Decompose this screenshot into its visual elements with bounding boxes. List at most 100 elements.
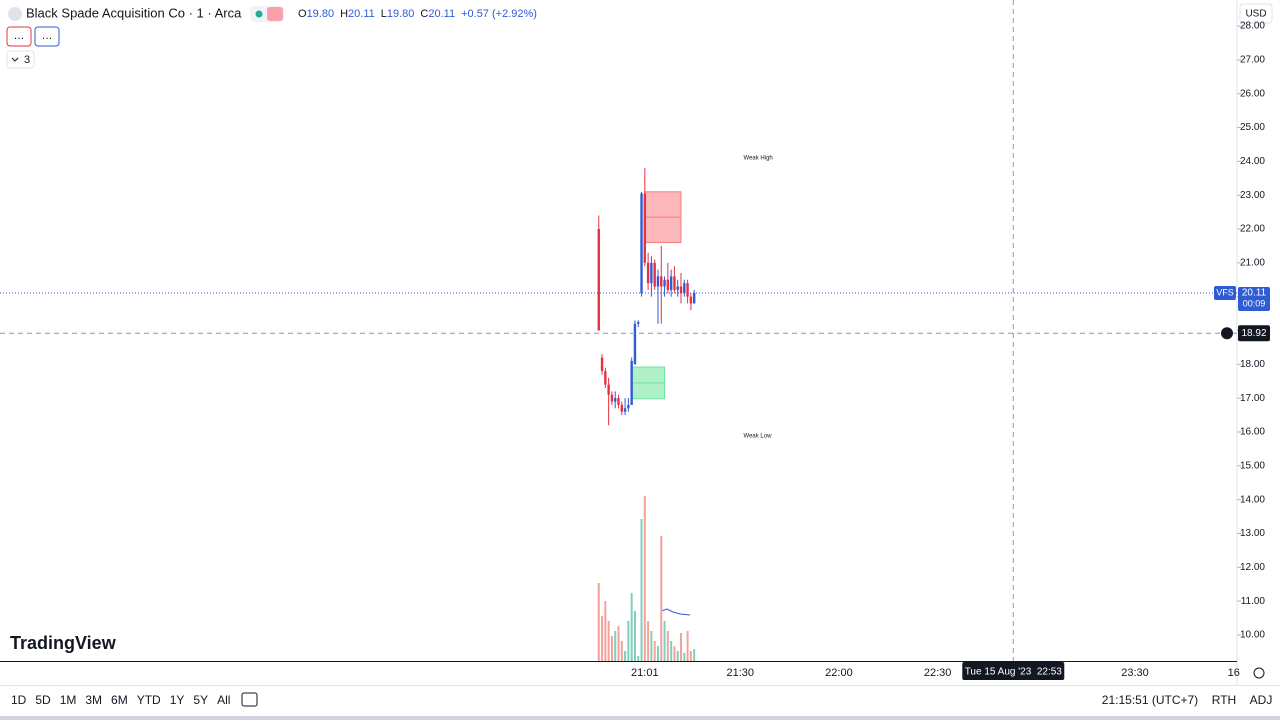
y-tick-label: 12.00	[1240, 562, 1265, 573]
annotation: Weak Low	[744, 434, 773, 440]
adjust-toggle[interactable]: ADJ	[1250, 693, 1273, 707]
volume-bar	[640, 519, 643, 661]
volume-bar	[673, 646, 676, 661]
currency: USD	[1245, 9, 1266, 20]
x-tick-label: 22:30	[924, 667, 952, 679]
volume-bar	[653, 641, 656, 661]
volume-bar	[604, 601, 607, 661]
volume-bar	[656, 646, 659, 661]
volume-bar	[670, 641, 673, 661]
collapse-indicators[interactable]	[6, 50, 35, 69]
volume-bar	[627, 621, 630, 661]
y-tick-label: 25.00	[1240, 122, 1265, 133]
volume-bar	[597, 583, 600, 661]
y-tick-label: 15.00	[1240, 460, 1265, 471]
range-button[interactable]: All	[217, 693, 230, 707]
volume-bar	[624, 651, 627, 661]
ohlc-value: 19.80	[307, 8, 335, 20]
currency-button[interactable]	[1239, 3, 1273, 24]
candle-body	[660, 276, 663, 287]
candle-body	[679, 286, 683, 294]
indicator-count: 3	[24, 54, 30, 66]
candle-body	[610, 394, 614, 402]
date-range-button[interactable]	[241, 692, 258, 707]
range-button[interactable]: 1D	[11, 693, 27, 707]
candle-body	[637, 322, 640, 324]
market-open-dot	[255, 10, 263, 18]
y-tick-label: 24.00	[1240, 156, 1265, 167]
volume-bar	[663, 621, 666, 661]
crosshair-time: Tue 15 Aug '23 22:53	[965, 667, 1063, 678]
symbol-title: Black Spade Acquisition Co · 1 · Arca	[26, 5, 242, 20]
volume-bar	[617, 626, 620, 661]
y-tick-label: 14.00	[1240, 494, 1265, 505]
range-button[interactable]: YTD	[137, 693, 161, 707]
candle-body	[663, 279, 666, 287]
candle-body	[627, 404, 630, 409]
settings-button[interactable]	[1253, 667, 1265, 679]
y-tick-label: 18.00	[1240, 359, 1265, 370]
candle-body	[640, 193, 643, 294]
y-tick-label: 13.00	[1240, 528, 1265, 539]
candle-body	[597, 229, 600, 331]
annotation: Weak High	[744, 156, 773, 162]
candle-body	[692, 292, 696, 304]
volume-bar	[660, 536, 663, 661]
volume-bar	[680, 633, 683, 661]
volume-bar	[676, 651, 679, 661]
range-button[interactable]: 5Y	[193, 693, 208, 707]
range-button[interactable]: 1M	[60, 693, 77, 707]
candle-body	[689, 296, 693, 304]
ohlc-value: 20.11	[348, 8, 375, 20]
volume-bar	[647, 621, 650, 661]
candle-body	[633, 323, 637, 365]
candle-body	[646, 262, 650, 284]
y-tick-label: 23.00	[1240, 190, 1265, 201]
candle-body	[604, 371, 607, 385]
indicator-button-label: …	[14, 30, 25, 42]
candle-body	[669, 276, 673, 290]
volume-bar	[620, 641, 623, 661]
candle-body	[620, 404, 623, 412]
ohlc-key: O	[298, 8, 307, 20]
last-price-tag	[1238, 286, 1270, 311]
indicator-button-label: …	[42, 30, 53, 42]
add-alert-button[interactable]	[1221, 327, 1233, 340]
y-tick-label: 26.00	[1240, 88, 1265, 99]
indicator-button[interactable]	[34, 26, 60, 47]
range-button[interactable]: 1Y	[170, 693, 185, 707]
session-toggle[interactable]: RTH	[1212, 693, 1236, 707]
volume-bar	[630, 593, 633, 661]
x-tick-label: 21:01	[631, 667, 659, 679]
bottom-strip	[0, 716, 1280, 720]
range-button[interactable]: 5D	[35, 693, 51, 707]
volume-bar	[643, 496, 646, 661]
range-button[interactable]: 6M	[111, 693, 128, 707]
range-button[interactable]: 3M	[85, 693, 102, 707]
clock: 21:15:51 (UTC+7)	[1102, 693, 1198, 707]
candle-body	[676, 286, 679, 290]
indicator-button[interactable]	[6, 26, 32, 47]
crosshair-price: 18.92	[1241, 328, 1266, 339]
volume-bar	[686, 631, 689, 661]
chevron	[11, 57, 19, 62]
x-tick-label: 16	[1228, 667, 1240, 679]
y-tick-label: 16.00	[1240, 427, 1265, 438]
volume-bar	[693, 649, 696, 661]
y-tick-label: 11.00	[1241, 596, 1266, 607]
candle-body	[630, 360, 633, 405]
volume-ma	[660, 608, 691, 616]
candle-body	[686, 283, 689, 297]
ohlc-legend: O19.80 H20.11 L19.80 C20.11 +0.57 (+2.92%)	[298, 8, 537, 20]
y-tick-label: 22.00	[1240, 224, 1265, 235]
volume-bar	[689, 651, 692, 661]
volume-bar	[637, 656, 640, 661]
candle-body	[666, 279, 670, 290]
symbol-tag	[1214, 285, 1236, 300]
candle-body	[607, 384, 610, 395]
x-tick-label: 22:00	[825, 667, 853, 679]
x-tick-label: 21:30	[726, 667, 754, 679]
ohlc-value: 19.80	[387, 8, 415, 20]
y-tick-label: 17.00	[1240, 393, 1265, 404]
